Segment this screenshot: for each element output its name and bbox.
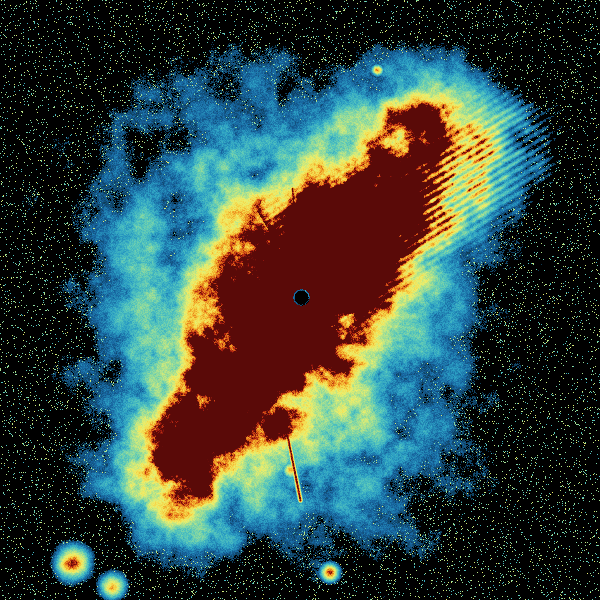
false-color-astronomical-image — [0, 0, 600, 600]
image-viewport: Square false-color astronomical image on… — [0, 0, 600, 600]
